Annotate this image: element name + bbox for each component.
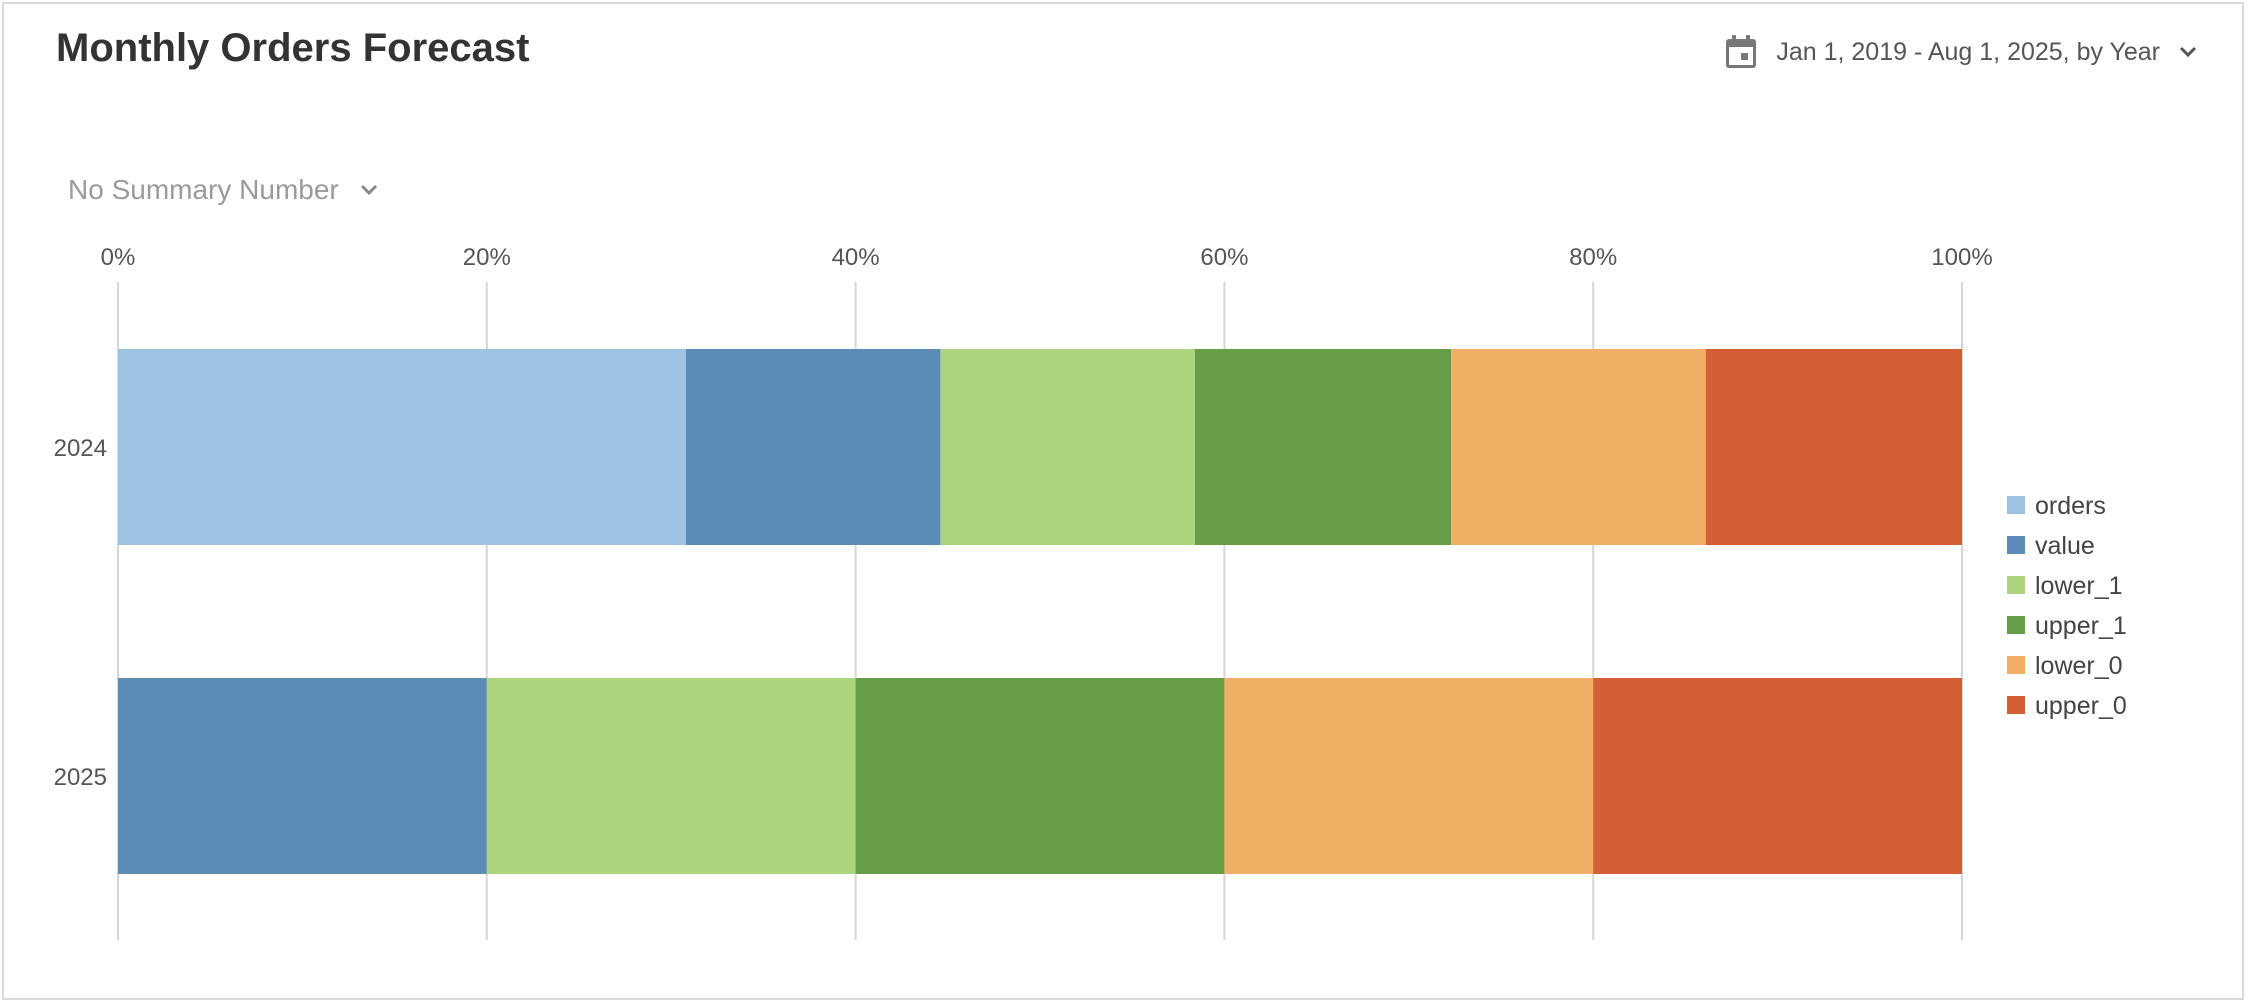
legend-item-lower_0[interactable]: lower_0 xyxy=(2007,652,2123,680)
summary-number-label: No Summary Number xyxy=(68,174,339,205)
bar-segment-lower_1-2024[interactable] xyxy=(940,349,1195,545)
legend-swatch xyxy=(2007,656,2025,674)
bar-segment-upper_1-2024[interactable] xyxy=(1194,349,1452,545)
chart-title: Monthly Orders Forecast xyxy=(56,26,530,70)
bar-segment-value-2024[interactable] xyxy=(685,349,941,545)
legend: orders value lower_1 upper_1 lower_0 upper_0 xyxy=(2007,492,2127,720)
chevron-down-icon xyxy=(360,184,377,196)
bar-segment-value-2025[interactable] xyxy=(118,678,487,874)
summary-number-selector[interactable]: No Summary Number xyxy=(68,170,379,210)
legend-swatch xyxy=(2007,696,2025,714)
x-tick-label: 40% xyxy=(832,244,880,271)
bar-segment-orders-2024[interactable] xyxy=(118,349,686,545)
x-tick-label: 80% xyxy=(1569,244,1617,271)
y-axis-categories: 2024 2025 xyxy=(54,435,107,791)
bar-segment-lower_1-2025[interactable] xyxy=(486,678,856,874)
legend-swatch xyxy=(2007,576,2025,594)
bar-segment-upper_1-2025[interactable] xyxy=(855,678,1225,874)
y-category-label: 2024 xyxy=(54,435,107,462)
legend-swatch xyxy=(2007,616,2025,634)
legend-label: orders xyxy=(2035,492,2106,520)
x-tick-label: 0% xyxy=(101,244,136,271)
date-range-label: Jan 1, 2019 - Aug 1, 2025, by Year xyxy=(1776,37,2160,66)
legend-item-upper_1[interactable]: upper_1 xyxy=(2007,612,2127,640)
legend-label: lower_1 xyxy=(2035,572,2123,600)
calendar-icon xyxy=(1726,35,1757,68)
x-tick-label: 100% xyxy=(1931,244,1992,271)
bar-segment-upper_0-2025[interactable] xyxy=(1593,678,1962,874)
legend-label: value xyxy=(2035,532,2095,560)
y-category-label: 2025 xyxy=(54,764,107,791)
x-axis-ticks: 0% 20% 40% 60% 80% 100% xyxy=(101,244,1993,271)
bars xyxy=(118,349,1962,874)
date-range-selector[interactable]: Jan 1, 2019 - Aug 1, 2025, by Year xyxy=(1724,30,2198,74)
legend-label: upper_1 xyxy=(2035,612,2127,640)
bar-segment-upper_0-2024[interactable] xyxy=(1705,349,1962,545)
legend-swatch xyxy=(2007,496,2025,514)
legend-label: upper_0 xyxy=(2035,692,2127,720)
bar-segment-lower_0-2025[interactable] xyxy=(1224,678,1594,874)
legend-item-orders[interactable]: orders xyxy=(2007,492,2106,520)
legend-item-value[interactable]: value xyxy=(2007,532,2095,560)
legend-swatch xyxy=(2007,536,2025,554)
legend-item-upper_0[interactable]: upper_0 xyxy=(2007,692,2127,720)
x-tick-label: 60% xyxy=(1200,244,1248,271)
legend-label: lower_0 xyxy=(2035,652,2123,680)
chevron-down-icon xyxy=(2179,46,2197,58)
legend-item-lower_1[interactable]: lower_1 xyxy=(2007,572,2123,600)
x-tick-label: 20% xyxy=(463,244,511,271)
bar-segment-lower_0-2024[interactable] xyxy=(1451,349,1706,545)
